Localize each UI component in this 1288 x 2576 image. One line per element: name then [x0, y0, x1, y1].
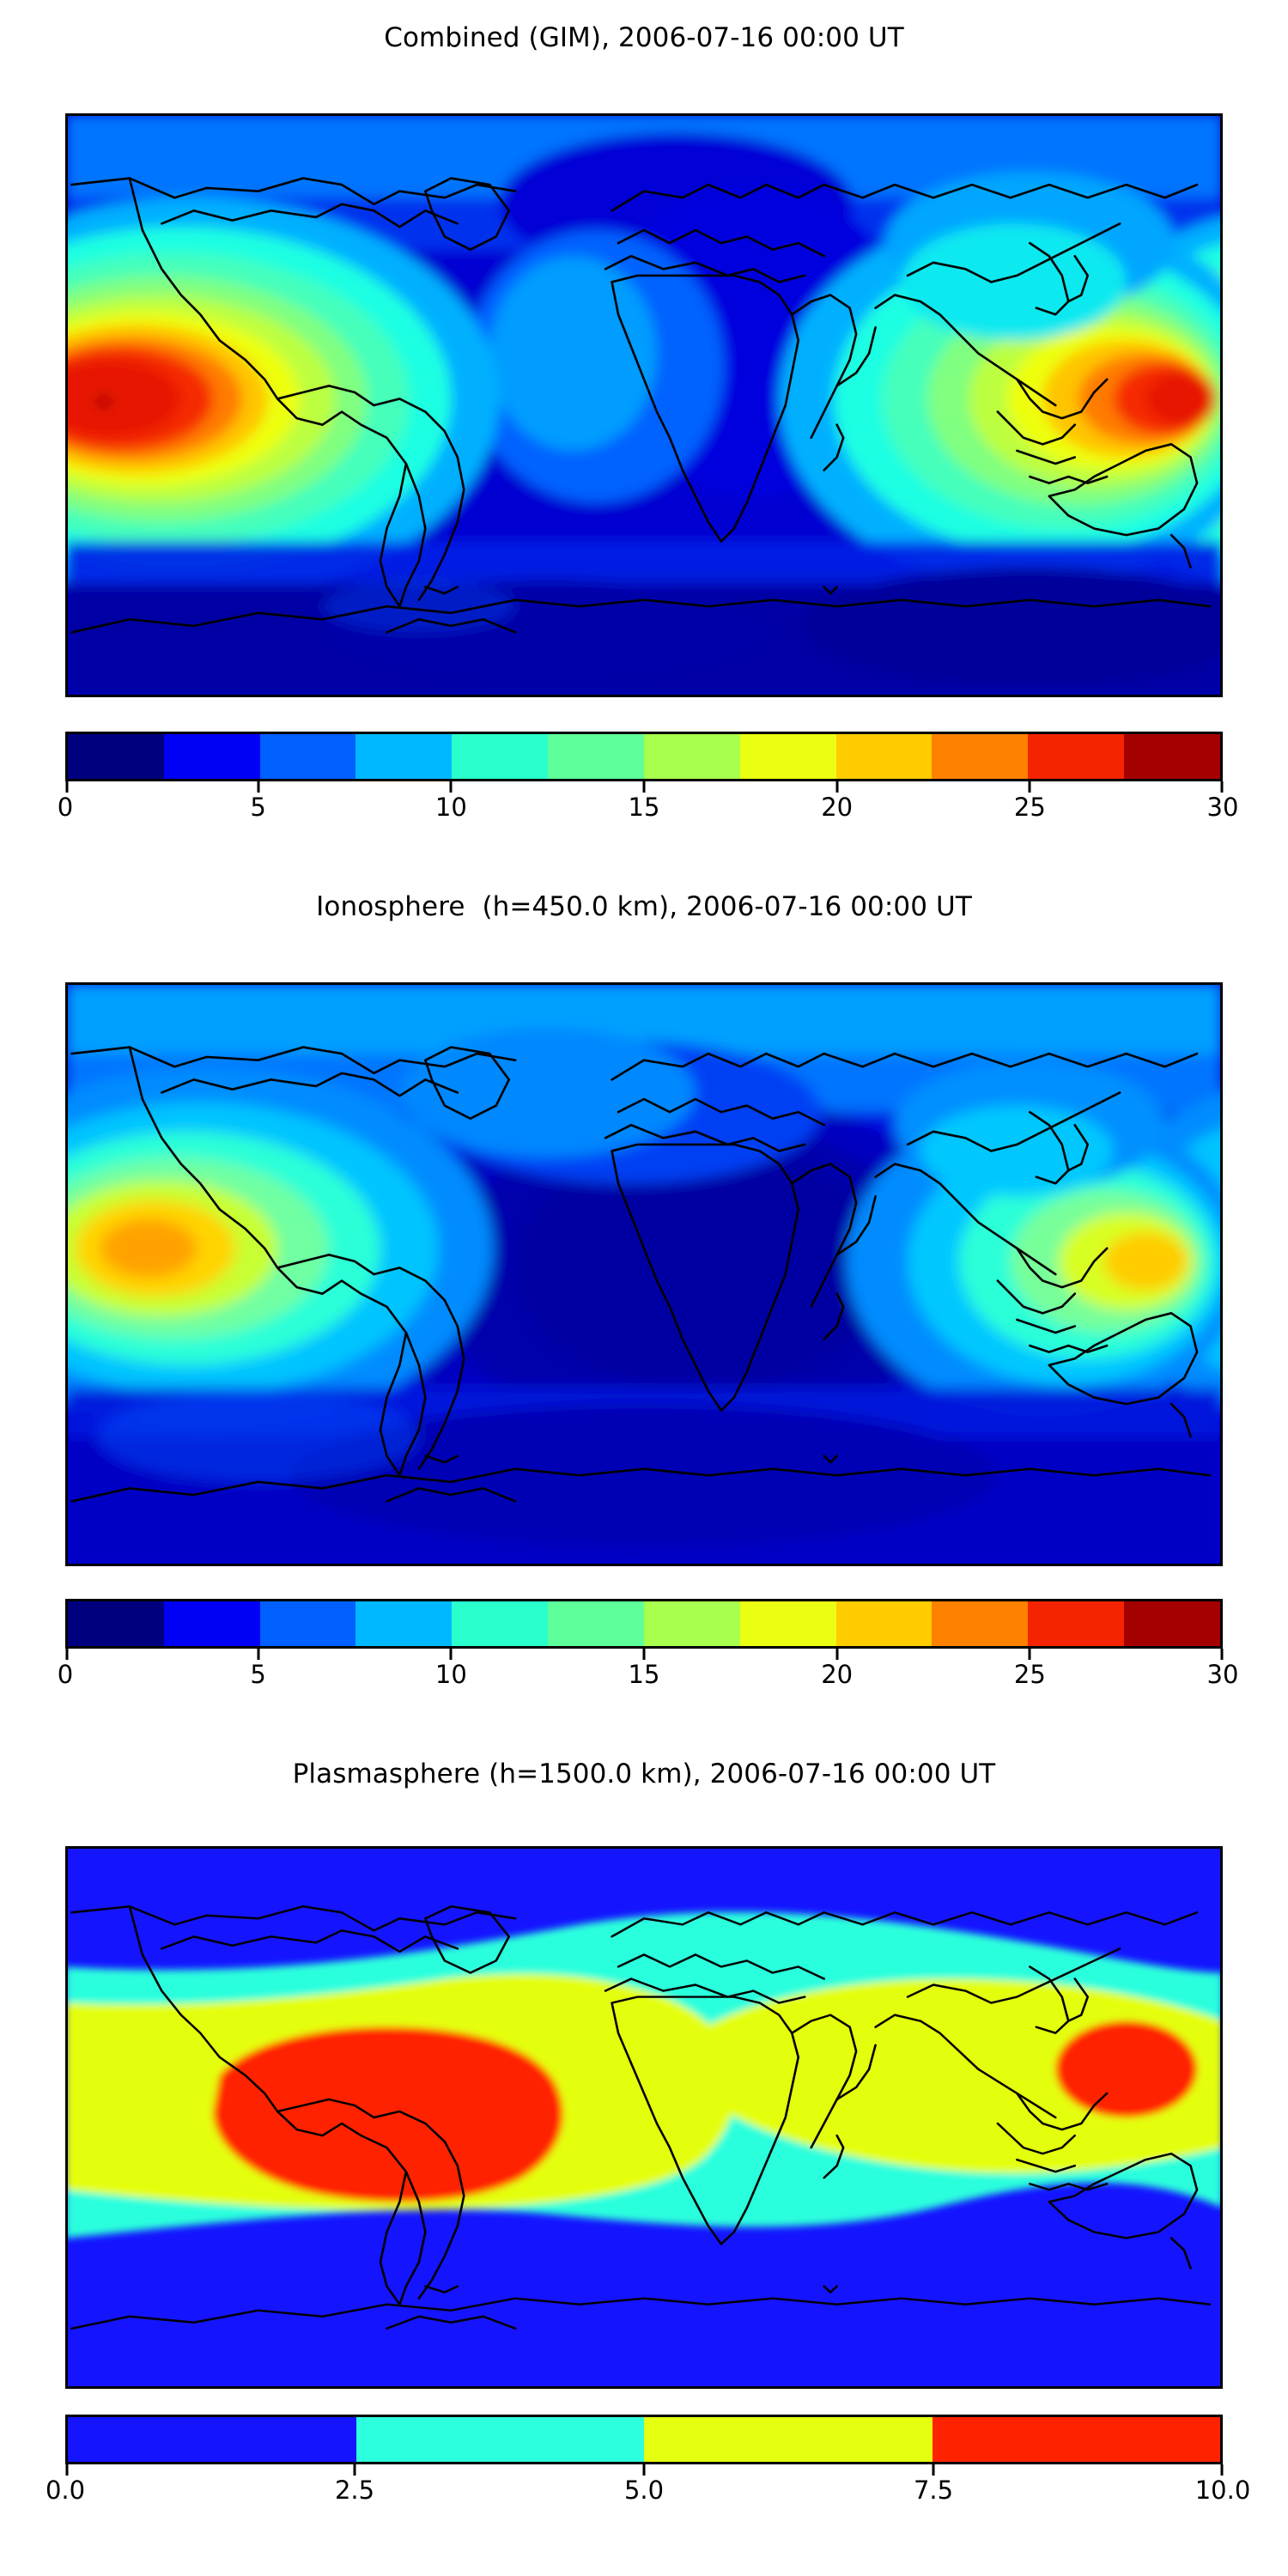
map-combined-gim — [65, 113, 1223, 697]
colorbar-gradient-combined-gim — [65, 732, 1223, 781]
colorbar-tick — [642, 781, 646, 793]
colorbar-segment-7 — [739, 734, 836, 779]
colorbar-tick — [1220, 781, 1223, 793]
panel-combined-gim: Combined (GIM), 2006-07-16 00:00 UT — [0, 22, 1288, 53]
colorbar-gradient-plasmasphere — [65, 2415, 1223, 2464]
colorbar-tick — [835, 781, 839, 793]
colorbar-axis-combined-gim: 0 5 10 15 20 25 30 — [58, 781, 1238, 826]
colorbar-tick-label: 10.0 — [1194, 2476, 1251, 2505]
colorbar-tick — [449, 781, 453, 793]
colorbar-axis-plasmasphere: 0.0 2.5 5.0 7.5 10.0 — [46, 2464, 1250, 2509]
colorbar-plasmasphere[interactable] — [65, 2415, 1223, 2464]
colorbar-tick-label: 5 — [250, 793, 266, 822]
panel-title-plasmasphere: Plasmasphere (h=1500.0 km), 2006-07-16 0… — [292, 1759, 996, 1789]
colorbar-segment-10 — [1028, 1601, 1125, 1646]
coastlines-plasmasphere — [70, 1905, 1212, 2330]
colorbar-tick — [1220, 2464, 1223, 2476]
colorbar-tick-label: 30 — [1206, 793, 1239, 822]
colorbar-tick-label: 15 — [628, 793, 660, 822]
colorbar-segment-2 — [259, 1601, 356, 1646]
colorbar-segment-11 — [1124, 1601, 1220, 1646]
colorbar-segment-2 — [259, 734, 356, 779]
colorbar-tick — [449, 1649, 453, 1660]
colorbar-segment-1 — [163, 1601, 260, 1646]
colorbar-tick-label: 0 — [57, 793, 74, 822]
colorbar-segment-1 — [355, 2417, 644, 2462]
colorbar-segment-8 — [835, 734, 933, 779]
colorbar-segment-9 — [932, 1601, 1029, 1646]
colorbar-tick — [65, 1649, 68, 1660]
colorbar-tick-label: 2.5 — [334, 2476, 375, 2505]
colorbar-ionosphere[interactable] — [65, 1599, 1223, 1649]
colorbar-tick-label: 20 — [821, 793, 854, 822]
colorbar-tick-label: 25 — [1013, 793, 1046, 822]
panel-plasmasphere: Plasmasphere (h=1500.0 km), 2006-07-16 0… — [0, 1759, 1288, 1789]
colorbar-segment-0 — [68, 734, 164, 779]
map-canvas-plasmasphere — [65, 1846, 1223, 2389]
colorbar-segment-11 — [1124, 734, 1220, 779]
colorbar-segment-3 — [932, 2417, 1220, 2462]
colorbar-segment-3 — [355, 1601, 453, 1646]
coastlines-ionosphere — [70, 1046, 1212, 1503]
colorbar-tick-label: 30 — [1206, 1660, 1239, 1689]
colorbar-segment-3 — [355, 734, 453, 779]
colorbar-segment-5 — [548, 734, 644, 779]
colorbar-tick-label: 20 — [821, 1660, 854, 1689]
map-canvas-combined-gim — [65, 113, 1223, 697]
colorbar-segment-4 — [452, 1601, 549, 1646]
coastlines-combined-gim — [70, 177, 1212, 634]
panel-title-combined-gim: Combined (GIM), 2006-07-16 00:00 UT — [384, 22, 904, 53]
colorbar-axis-ionosphere: 0 5 10 15 20 25 30 — [58, 1649, 1238, 1693]
colorbar-tick — [932, 2464, 935, 2476]
map-ionosphere — [65, 982, 1223, 1566]
colorbar-tick — [1028, 781, 1031, 793]
colorbar-segment-7 — [739, 1601, 836, 1646]
colorbar-tick — [65, 2464, 68, 2476]
colorbar-segment-6 — [643, 734, 740, 779]
colorbar-tick-label: 5.0 — [623, 2476, 665, 2505]
colorbar-gradient-ionosphere — [65, 1599, 1223, 1649]
colorbar-tick — [353, 2464, 356, 2476]
colorbar-tick-label: 25 — [1013, 1660, 1046, 1689]
colorbar-tick — [65, 781, 68, 793]
colorbar-tick-label: 15 — [628, 1660, 660, 1689]
colorbar-tick — [642, 1649, 646, 1660]
colorbar-segment-9 — [932, 734, 1029, 779]
colorbar-segment-8 — [835, 1601, 933, 1646]
colorbar-combined-gim[interactable] — [65, 732, 1223, 781]
colorbar-segment-4 — [452, 734, 549, 779]
colorbar-segment-0 — [68, 2417, 356, 2462]
colorbar-tick-label: 7.5 — [913, 2476, 954, 2505]
colorbar-tick-label: 0.0 — [45, 2476, 86, 2505]
colorbar-segment-5 — [548, 1601, 644, 1646]
colorbar-tick — [642, 2464, 646, 2476]
map-canvas-ionosphere — [65, 982, 1223, 1566]
panel-title-ionosphere: Ionosphere (h=450.0 km), 2006-07-16 00:0… — [316, 891, 972, 922]
colorbar-tick — [257, 781, 260, 793]
colorbar-tick — [257, 1649, 260, 1660]
colorbar-tick-label: 10 — [434, 1660, 467, 1689]
colorbar-segment-0 — [68, 1601, 164, 1646]
colorbar-segment-10 — [1028, 734, 1125, 779]
colorbar-tick — [1028, 1649, 1031, 1660]
colorbar-segment-2 — [644, 2417, 933, 2462]
colorbar-tick — [835, 1649, 839, 1660]
map-plasmasphere — [65, 1846, 1223, 2389]
colorbar-segment-6 — [643, 1601, 740, 1646]
colorbar-tick-label: 0 — [57, 1660, 74, 1689]
colorbar-tick-label: 5 — [250, 1660, 266, 1689]
colorbar-tick — [1220, 1649, 1223, 1660]
colorbar-tick-label: 10 — [434, 793, 467, 822]
panel-ionosphere: Ionosphere (h=450.0 km), 2006-07-16 00:0… — [0, 891, 1288, 922]
colorbar-segment-1 — [163, 734, 260, 779]
